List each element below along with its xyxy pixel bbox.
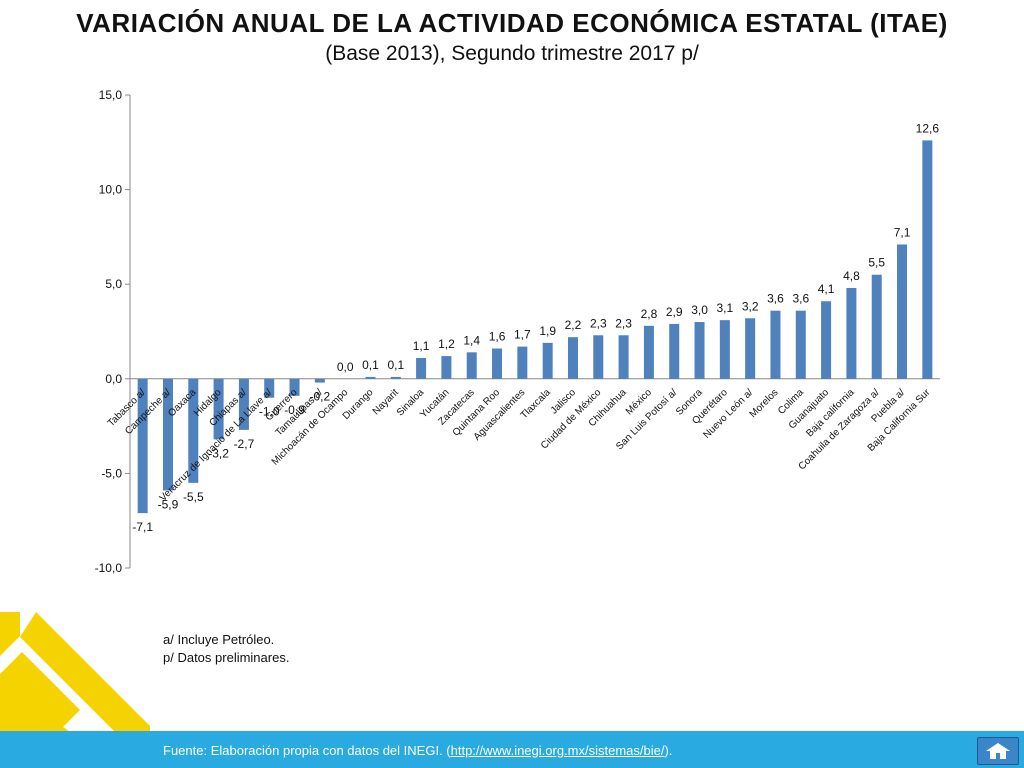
y-tick-label: -10,0: [95, 561, 123, 575]
bar: [441, 356, 452, 379]
bar: [365, 376, 376, 379]
bar: [188, 378, 199, 483]
bar: [593, 335, 604, 379]
data-label: 3,1: [717, 301, 734, 315]
bar: [897, 244, 908, 379]
bar: [390, 376, 401, 379]
bar: [162, 378, 173, 491]
y-tick-label: 10,0: [99, 183, 123, 197]
source-prefix: Fuente: Elaboración propia con datos del…: [163, 743, 451, 758]
footnotes: a/ Incluye Petróleo. p/ Datos preliminar…: [163, 631, 289, 667]
bar: [567, 337, 578, 379]
bar: [795, 310, 806, 379]
data-label: 0,1: [387, 358, 404, 372]
footnote-petroleo: a/ Incluye Petróleo.: [163, 632, 275, 647]
bar: [719, 320, 730, 379]
bar: [871, 274, 882, 379]
data-label: 5,5: [868, 256, 885, 270]
y-tick-label: -5,0: [101, 466, 122, 480]
bar: [517, 346, 528, 379]
bar: [669, 323, 680, 379]
y-tick-label: 0,0: [105, 372, 122, 386]
footnote-preliminares: p/ Datos preliminares.: [163, 650, 290, 665]
bar: [466, 352, 477, 379]
data-label: -5,5: [183, 490, 204, 504]
data-label: -3,2: [208, 446, 229, 460]
data-label: 3,0: [691, 303, 708, 317]
bar: [137, 378, 148, 514]
bar: [694, 322, 705, 379]
data-label: 3,6: [767, 292, 784, 306]
bar: [213, 378, 224, 440]
bar: [821, 301, 832, 379]
bar: [846, 287, 857, 379]
data-label: -5,9: [158, 497, 179, 511]
home-icon: [986, 743, 1010, 759]
data-label: 1,4: [463, 333, 480, 347]
home-button[interactable]: [977, 737, 1019, 765]
data-label: 2,8: [641, 307, 658, 321]
data-label: 1,1: [413, 339, 430, 353]
bar: [314, 378, 325, 383]
footer-bar: Fuente: Elaboración propia con datos del…: [0, 731, 1024, 768]
data-label: 1,7: [514, 328, 531, 342]
chart-title: VARIACIÓN ANUAL DE LA ACTIVIDAD ECONÓMIC…: [76, 8, 948, 38]
data-label: 0,1: [362, 358, 379, 372]
bar: [542, 342, 553, 379]
bar: [618, 335, 629, 379]
logo-icon: [0, 612, 150, 732]
data-label: 0,0: [337, 360, 354, 374]
data-label: -1,0: [259, 405, 280, 419]
bar: [922, 140, 933, 379]
data-label: 1,9: [539, 324, 556, 338]
bar: [416, 357, 427, 379]
category-label: Morelos: [748, 387, 781, 420]
data-label: 1,2: [438, 337, 455, 351]
bar: [492, 348, 503, 379]
bar: [289, 378, 300, 396]
bar: [238, 378, 249, 430]
data-label: 2,3: [590, 316, 607, 330]
data-label: -2,7: [234, 437, 255, 451]
data-label: 2,3: [615, 316, 632, 330]
inegi-link[interactable]: http://www.inegi.org.mx/sistemas/bie/: [450, 743, 665, 758]
data-label: 4,1: [818, 282, 835, 296]
bar: [264, 378, 275, 398]
data-label: -7,1: [132, 520, 153, 534]
chart-subtitle: (Base 2013), Segundo trimestre 2017 p/: [325, 42, 699, 65]
data-label: 7,1: [894, 225, 911, 239]
data-label: 3,2: [742, 299, 759, 313]
y-tick-label: 15,0: [99, 88, 123, 102]
data-label: -0,9: [284, 403, 305, 417]
data-label: -0,2: [310, 390, 331, 404]
y-tick-label: 5,0: [105, 277, 122, 291]
data-label: 4,8: [843, 269, 860, 283]
data-label: 2,9: [666, 305, 683, 319]
bar: [745, 318, 756, 379]
data-label: 3,6: [792, 292, 809, 306]
source-text: Fuente: Elaboración propia con datos del…: [163, 743, 672, 758]
data-label: 1,6: [489, 330, 506, 344]
bar: [770, 310, 781, 379]
source-suffix: ).: [664, 743, 673, 758]
data-label: 2,2: [565, 318, 582, 332]
bar: [643, 325, 654, 379]
data-label: 12,6: [916, 121, 940, 135]
